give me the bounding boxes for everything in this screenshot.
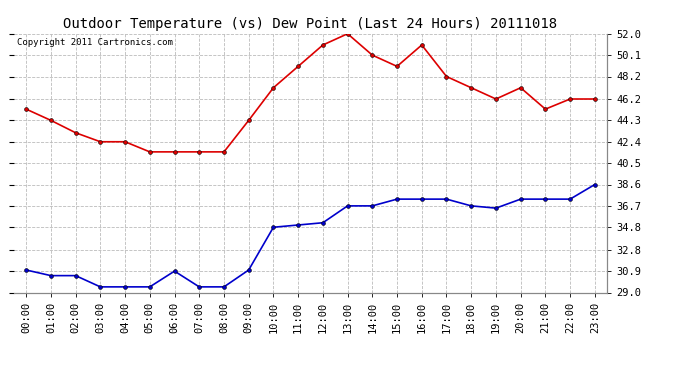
Title: Outdoor Temperature (vs) Dew Point (Last 24 Hours) 20111018: Outdoor Temperature (vs) Dew Point (Last… <box>63 17 558 31</box>
Text: Copyright 2011 Cartronics.com: Copyright 2011 Cartronics.com <box>17 38 172 46</box>
